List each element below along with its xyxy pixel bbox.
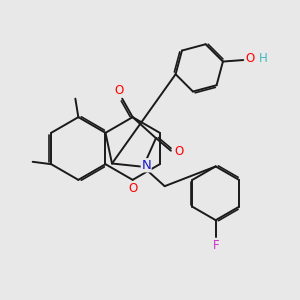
Text: O: O xyxy=(246,52,255,65)
Text: O: O xyxy=(174,145,184,158)
Text: O: O xyxy=(128,182,137,195)
Text: F: F xyxy=(212,239,219,252)
Text: H: H xyxy=(259,52,268,65)
Text: N: N xyxy=(141,159,151,172)
Text: O: O xyxy=(115,84,124,97)
